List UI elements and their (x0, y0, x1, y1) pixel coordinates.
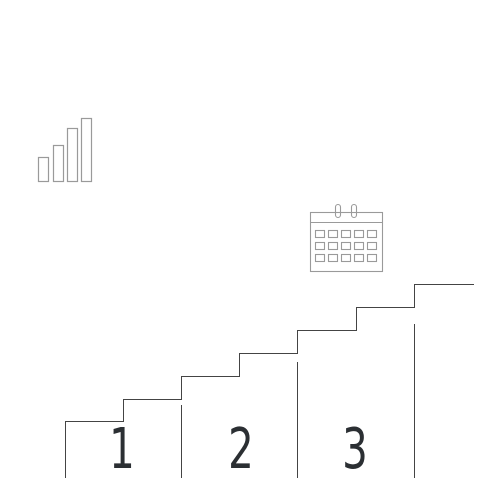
calendar-icon (309, 203, 384, 273)
step-number-2: 2 (228, 417, 254, 482)
staircase-line (65, 284, 474, 478)
step-number-1: 1 (109, 417, 135, 482)
step-number-3: 3 (342, 417, 368, 482)
bar-chart-icon (37, 117, 93, 183)
